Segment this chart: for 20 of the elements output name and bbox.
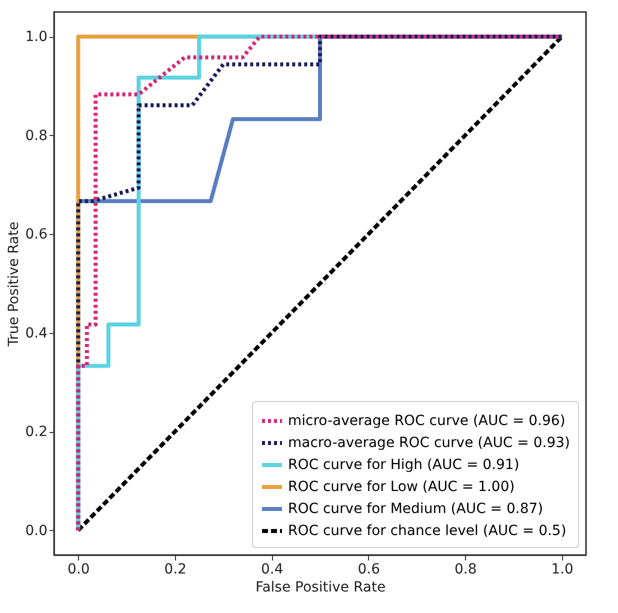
legend-label: macro-average ROC curve (AUC = 0.93): [288, 435, 570, 451]
x-tick-label: 0.0: [68, 562, 90, 578]
legend-label: ROC curve for chance level (AUC = 0.5): [288, 523, 566, 539]
x-tick-label: 0.2: [164, 562, 187, 578]
y-tick-label: 1.0: [25, 29, 48, 46]
x-tick-label: 0.8: [454, 562, 477, 578]
y-tick-label: 0.6: [25, 226, 48, 243]
legend-label: micro-average ROC curve (AUC = 0.96): [288, 413, 566, 429]
y-tick-label: 0.2: [25, 424, 48, 440]
legend-label: ROC curve for Low (AUC = 1.00): [288, 479, 515, 495]
y-tick-label: 0.4: [25, 325, 48, 342]
x-tick-label: 0.4: [261, 562, 284, 578]
x-tick-label: 0.6: [358, 562, 380, 578]
y-tick-label: 0.0: [25, 522, 48, 539]
legend-label: ROC curve for High (AUC = 0.91): [288, 457, 520, 473]
legend-label: ROC curve for Medium (AUC = 0.87): [288, 501, 544, 517]
y-axis-title: True Positive Rate: [6, 222, 22, 348]
x-axis-title: False Positive Rate: [255, 580, 386, 596]
y-tick-label: 0.8: [25, 128, 48, 144]
x-tick-label: 1.0: [551, 562, 574, 578]
